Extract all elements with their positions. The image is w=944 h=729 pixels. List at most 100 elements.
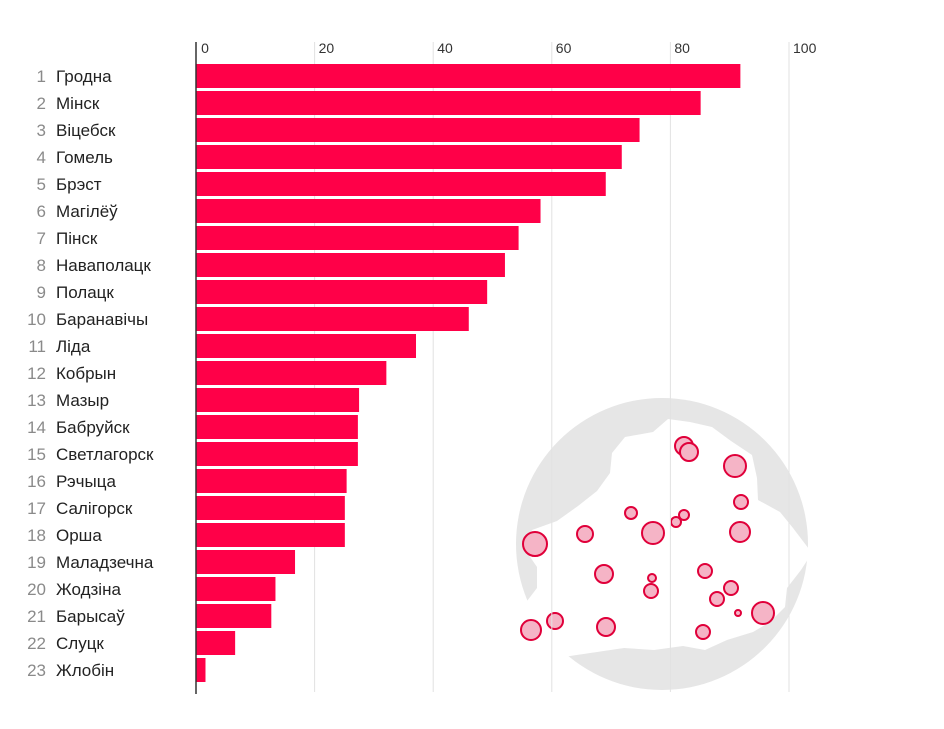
city-marker-icon <box>751 601 775 625</box>
rank-label: 22 <box>27 634 46 653</box>
city-label: Брэст <box>56 175 102 194</box>
map-markers <box>520 436 775 641</box>
city-marker-icon <box>643 583 659 599</box>
rank-label: 7 <box>37 229 46 248</box>
city-marker-icon <box>695 624 711 640</box>
rank-label: 8 <box>37 256 46 275</box>
bar <box>196 226 519 250</box>
rank-label: 20 <box>27 580 46 599</box>
city-marker-icon <box>723 454 747 478</box>
rank-label: 17 <box>27 499 46 518</box>
bar <box>196 172 606 196</box>
city-label: Пінск <box>56 229 98 248</box>
city-label: Барысаў <box>56 607 125 626</box>
city-label: Бабруйск <box>56 418 130 437</box>
rank-label: 2 <box>37 94 46 113</box>
city-label: Рэчыца <box>56 472 116 491</box>
city-marker-icon <box>647 573 657 583</box>
city-marker-icon <box>641 521 665 545</box>
bar <box>196 64 741 88</box>
city-label: Мазыр <box>56 391 109 410</box>
x-tick-label: 100 <box>793 40 817 56</box>
city-marker-icon <box>729 521 751 543</box>
rank-label: 18 <box>27 526 46 545</box>
rank-label: 4 <box>37 148 46 167</box>
city-marker-icon <box>678 509 690 521</box>
bar <box>196 253 505 277</box>
rank-label: 5 <box>37 175 46 194</box>
city-label: Салігорск <box>56 499 133 518</box>
bar <box>196 199 541 223</box>
city-label: Віцебск <box>56 121 116 140</box>
bar <box>196 307 469 331</box>
bar <box>196 604 272 628</box>
city-label: Полацк <box>56 283 114 302</box>
city-marker-icon <box>546 612 564 630</box>
rank-label: 19 <box>27 553 46 572</box>
rank-label: 6 <box>37 202 46 221</box>
bar <box>196 415 358 439</box>
bar <box>196 469 347 493</box>
rank-label: 3 <box>37 121 46 140</box>
city-label: Жодзіна <box>56 580 121 599</box>
bar <box>196 496 345 520</box>
rank-label: 11 <box>28 337 46 356</box>
city-marker-icon <box>697 563 713 579</box>
bar <box>196 118 640 142</box>
city-marker-icon <box>596 617 616 637</box>
bar <box>196 334 417 358</box>
rank-label: 9 <box>37 283 46 302</box>
bar <box>196 361 387 385</box>
x-axis: 0 20 40 60 80 100 <box>195 40 817 694</box>
rank-label: 16 <box>27 472 46 491</box>
city-label: Ліда <box>56 337 91 356</box>
belarus-map-inset <box>516 398 812 690</box>
bar <box>196 577 276 601</box>
city-label: Кобрын <box>56 364 116 383</box>
city-marker-icon <box>679 442 699 462</box>
rank-label: 15 <box>27 445 46 464</box>
category-labels: 1 Гродна 2 Мінск 3 Віцебск 4 Гомель 5 Брэст 6 Магіл… <box>27 67 154 680</box>
x-tick-label: 40 <box>437 40 453 56</box>
city-label: Магілёў <box>56 202 118 221</box>
bar <box>196 145 622 169</box>
city-label: Баранавічы <box>56 310 148 329</box>
rank-label: 12 <box>27 364 46 383</box>
x-tick-label: 80 <box>674 40 690 56</box>
city-marker-icon <box>723 580 739 596</box>
city-label: Орша <box>56 526 102 545</box>
x-tick-label: 60 <box>556 40 572 56</box>
city-marker-icon <box>520 619 542 641</box>
bar <box>196 550 296 574</box>
bar <box>196 91 701 115</box>
city-marker-icon <box>576 525 594 543</box>
belarus-country-shape <box>517 419 812 660</box>
city-marker-icon <box>734 609 742 617</box>
rank-label: 1 <box>37 67 46 86</box>
city-label: Маладзечна <box>56 553 154 572</box>
city-label: Жлобін <box>56 661 114 680</box>
bar <box>196 388 360 412</box>
x-tick-label: 20 <box>319 40 335 56</box>
city-marker-icon <box>709 591 725 607</box>
rank-label: 21 <box>27 607 46 626</box>
rank-label: 10 <box>27 310 46 329</box>
bar <box>196 442 358 466</box>
bars <box>196 64 741 682</box>
city-label: Слуцк <box>56 634 104 653</box>
city-label: Гродна <box>56 67 112 86</box>
bar <box>196 658 206 682</box>
city-marker-icon <box>522 531 548 557</box>
city-label: Мінск <box>56 94 100 113</box>
city-marker-icon <box>733 494 749 510</box>
city-label: Гомель <box>56 148 113 167</box>
city-label: Светлагорск <box>56 445 154 464</box>
x-tick-label: 0 <box>201 40 209 56</box>
rank-label: 13 <box>27 391 46 410</box>
rank-label: 14 <box>27 418 46 437</box>
bar <box>196 280 488 304</box>
bar <box>196 523 345 547</box>
bar <box>196 631 236 655</box>
city-marker-icon <box>594 564 614 584</box>
